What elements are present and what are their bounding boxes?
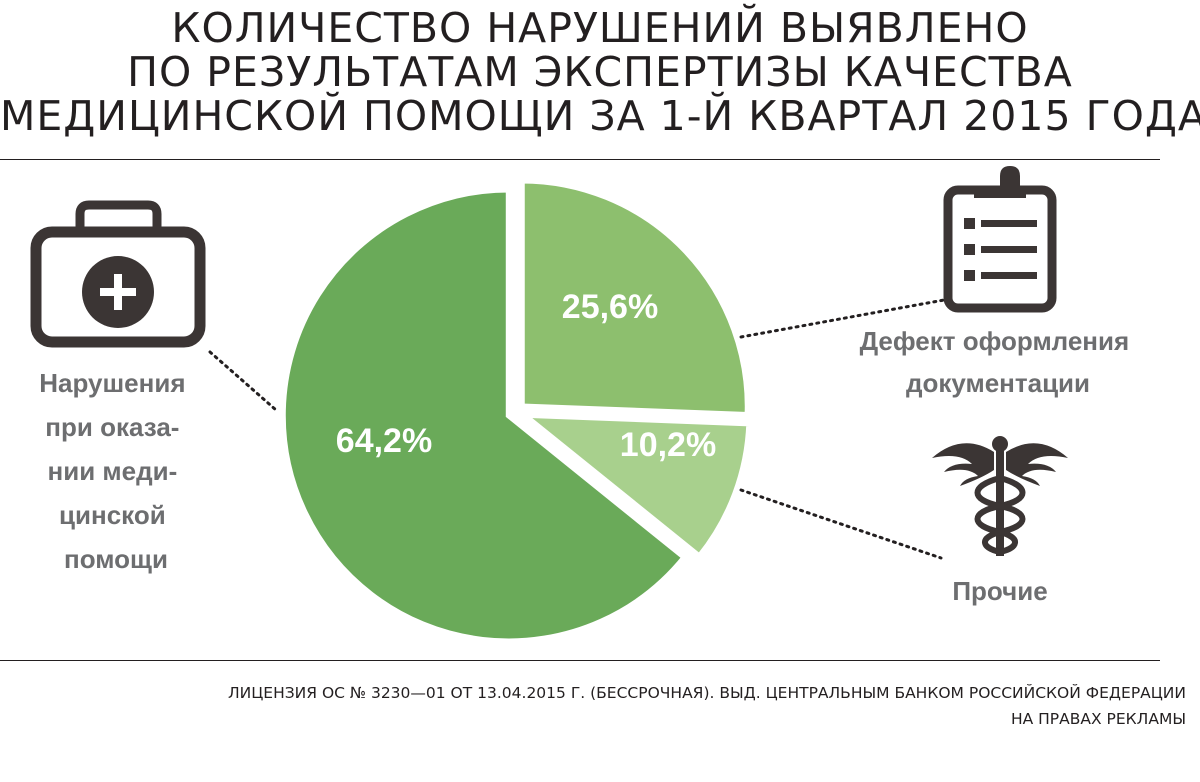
value-labels: 25,6% 10,2% 64,2% xyxy=(336,288,716,464)
pie-slice-defect-docs xyxy=(518,177,751,419)
pie-slice-care-violations xyxy=(279,186,689,645)
chart-title-line: ПО РЕЗУЛЬТАТАМ ЭКСПЕРТИЗЫ КАЧЕСТВА xyxy=(127,48,1073,96)
value-label-care-violations: 64,2% xyxy=(336,422,432,460)
medical-bag-icon xyxy=(30,200,206,348)
bottom-divider xyxy=(0,660,1160,661)
clipboard-icon xyxy=(943,166,1057,313)
advertising-note: НА ПРАВАХ РЕКЛАМЫ xyxy=(1010,710,1186,728)
pie-slices xyxy=(279,177,753,645)
slice-label-other: Прочие xyxy=(952,576,1047,606)
pie-slice-other xyxy=(514,411,753,561)
leader-lines xyxy=(208,298,946,560)
leader-line-other xyxy=(739,488,943,560)
slice-label-docs: Дефект оформления документации xyxy=(860,326,1137,398)
leader-line-care xyxy=(208,350,278,412)
slice-label-care: Нарушения при оказа- нии меди- цинской п… xyxy=(39,368,192,574)
value-label-defect-docs: 25,6% xyxy=(562,288,658,326)
chart-title: КОЛИЧЕСТВО НАРУШЕНИЙ ВЫЯВЛЕНО ПО РЕЗУЛЬТ… xyxy=(0,6,1200,138)
caduceus-icon xyxy=(932,436,1068,556)
chart-title-line: МЕДИЦИНСКОЙ ПОМОЩИ ЗА 1-Й КВАРТАЛ 2015 Г… xyxy=(0,92,1200,140)
license-text: ЛИЦЕНЗИЯ ОС № 3230—01 ОТ 13.04.2015 Г. (… xyxy=(228,684,1186,702)
value-label-other: 10,2% xyxy=(620,426,716,464)
top-divider xyxy=(0,159,1160,160)
leader-line-docs xyxy=(739,298,946,339)
chart-title-line: КОЛИЧЕСТВО НАРУШЕНИЙ ВЫЯВЛЕНО xyxy=(171,4,1029,52)
